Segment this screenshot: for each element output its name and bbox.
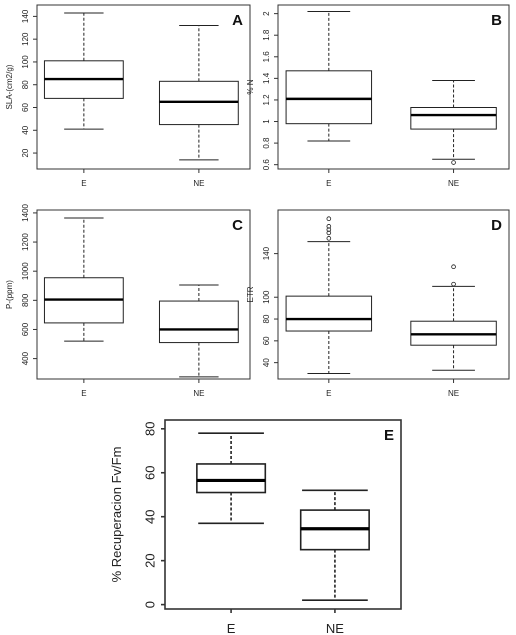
y-tick-label: 1 [262,119,271,124]
y-tick-label: 80 [262,314,271,323]
y-tick-label: 1400 [21,203,30,221]
plot-frame [164,419,402,610]
outlier-point [326,216,332,222]
plot-frame [277,209,510,380]
x-tick-label: E [227,621,236,635]
outlier-point [451,281,456,287]
y-tick-label: 80 [142,422,157,436]
y-tick-label: 40 [21,125,30,134]
y-axis-title: ETR [246,286,255,302]
y-tick-label: 600 [21,322,30,336]
y-tick-label: 80 [21,80,30,89]
y-tick-label: 1200 [21,233,30,251]
y-tick-label: 60 [21,103,30,112]
chart-panel-e: 0 20 40 60 80 % Recuperacion Fv/Fm E E NE [109,419,402,635]
x-tick-label: E [81,179,86,188]
y-tick-label: 20 [21,148,30,157]
chart-panel-c: 400 600 800 1000 1200 1400 P-(ppm) C E NE [5,203,251,398]
panel-letter: E [384,427,394,444]
iqr-box [196,463,267,494]
iqr-box [285,295,373,332]
x-tick-label: NE [193,389,204,398]
outlier-point [326,230,332,236]
x-tick-label: NE [448,389,459,398]
plot-frame [277,4,510,170]
outlier-point [451,160,456,165]
y-tick-label: 140 [21,9,30,23]
y-tick-label: 400 [21,351,30,365]
x-tick-label: E [326,389,331,398]
y-tick-label: 1.6 [262,51,271,63]
panel-letter: B [491,12,502,29]
y-axis-title: SLA-(cm2/g) [5,64,14,109]
x-tick-label: E [326,179,331,188]
y-tick-label: 140 [262,246,271,260]
x-tick-label: NE [326,621,344,635]
y-tick-label: 0.8 [262,137,271,149]
y-axis-title: % Recuperacion Fv/Fm [109,447,124,583]
iqr-box [158,300,239,344]
panel-letter: C [232,217,243,234]
y-tick-label: 60 [262,336,271,345]
x-tick-label: NE [193,179,204,188]
chart-panel-d: 40 60 80 100 140 ETR D E NE [246,209,510,398]
outlier-point [326,224,332,229]
chart-panel-b: 0.6 0.8 1 1.2 1.4 1.6 1.8 2 % N B E NE [246,4,510,188]
y-tick-label: 100 [262,290,271,304]
y-axis-title: % N [246,79,255,94]
y-tick-label: 40 [142,509,157,523]
x-tick-label: NE [448,179,459,188]
panel-letter: A [232,12,243,29]
y-tick-label: 2 [262,11,271,16]
iqr-box [410,107,497,130]
y-tick-label: 0 [142,601,157,608]
y-tick-label: 60 [142,466,157,480]
chart-panel-a: 20 40 60 80 100 120 140 SLA-(cm2/g) A E NE [5,4,251,188]
y-tick-label: 1.4 [262,72,271,84]
outlier-point [326,227,332,232]
outlier-point [451,264,456,269]
plot-frame [36,4,251,170]
y-axis-title: P-(ppm) [5,280,14,309]
y-tick-label: 1000 [21,262,30,280]
x-tick-label: E [81,389,86,398]
y-tick-label: 20 [142,553,157,567]
y-tick-label: 120 [21,32,30,46]
y-tick-label: 1.2 [262,94,271,106]
outlier-point [326,236,332,241]
y-tick-label: 40 [262,358,271,367]
y-tick-label: 800 [21,293,30,307]
y-tick-label: 100 [21,55,30,69]
iqr-box [285,70,373,125]
panel-letter: D [491,217,502,234]
y-tick-label: 0.6 [262,159,271,171]
plot-frame [36,209,251,380]
y-tick-label: 1.8 [262,29,271,41]
